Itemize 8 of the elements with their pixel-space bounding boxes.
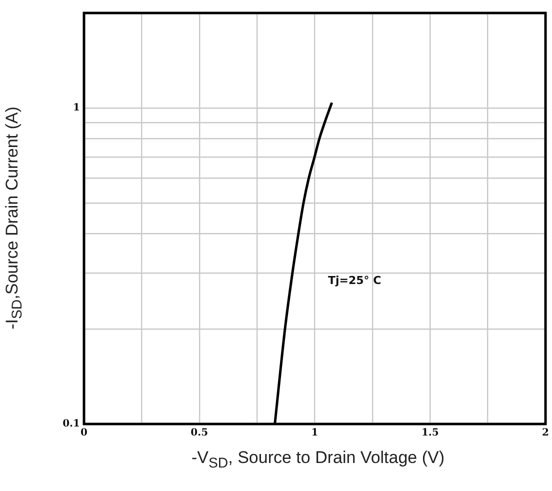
x-tick-label: 0.5 — [190, 428, 208, 439]
y-tick-label: 0.1 — [62, 418, 80, 430]
x-tick-label: 0 — [80, 428, 88, 439]
x-axis-title: -V$_{SD}$, Source to Drain Voltage (V) — [190, 448, 446, 472]
x-tick-label: 1 — [311, 428, 318, 439]
annotation: Tj=25° C — [328, 274, 382, 287]
x-tick-label: 2 — [542, 428, 550, 439]
x-tick-label: 1.5 — [421, 428, 439, 439]
